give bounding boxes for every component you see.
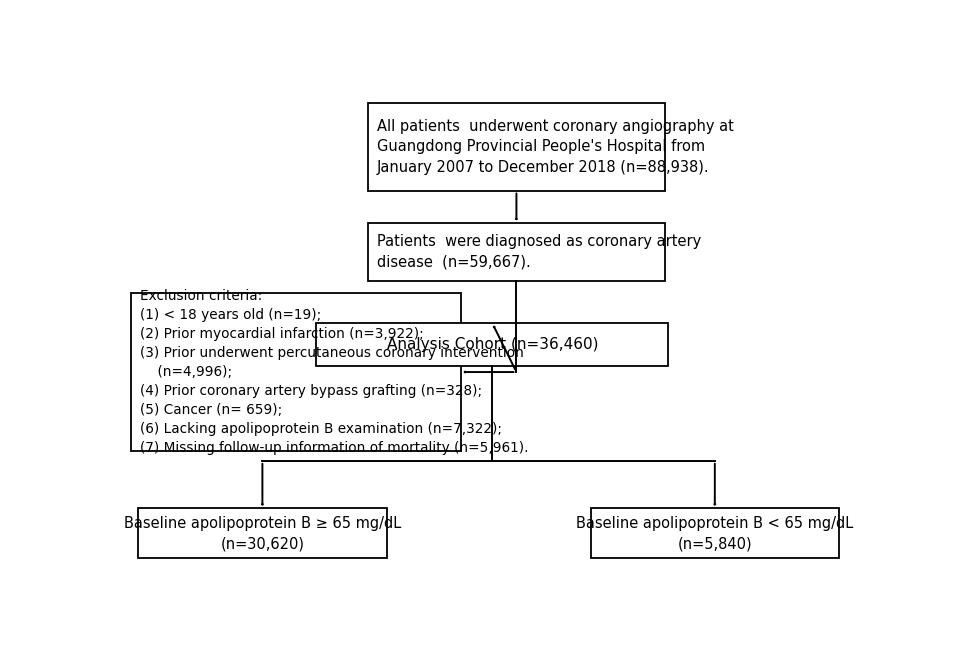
FancyBboxPatch shape bbox=[131, 293, 461, 451]
Text: Patients  were diagnosed as coronary artery
disease  (n=59,667).: Patients were diagnosed as coronary arte… bbox=[377, 234, 701, 270]
Text: Analysis Cohort (n=36,460): Analysis Cohort (n=36,460) bbox=[387, 337, 598, 352]
FancyBboxPatch shape bbox=[138, 508, 387, 558]
Text: Baseline apolipoprotein B < 65 mg/dL
(n=5,840): Baseline apolipoprotein B < 65 mg/dL (n=… bbox=[576, 515, 854, 551]
FancyBboxPatch shape bbox=[368, 103, 665, 190]
FancyBboxPatch shape bbox=[316, 323, 669, 366]
FancyBboxPatch shape bbox=[590, 508, 839, 558]
Text: Baseline apolipoprotein B ≥ 65 mg/dL
(n=30,620): Baseline apolipoprotein B ≥ 65 mg/dL (n=… bbox=[123, 515, 401, 551]
FancyBboxPatch shape bbox=[368, 223, 665, 281]
Text: Exclusion criteria:
(1) < 18 years old (n=19);
(2) Prior myocardial infarction (: Exclusion criteria: (1) < 18 years old (… bbox=[140, 289, 528, 455]
Text: All patients  underwent coronary angiography at
Guangdong Provincial People's Ho: All patients underwent coronary angiogra… bbox=[377, 119, 734, 175]
